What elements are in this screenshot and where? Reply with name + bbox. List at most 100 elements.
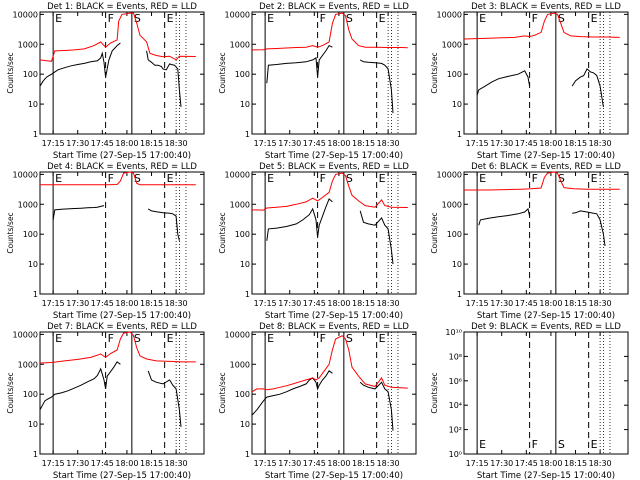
- x-tick-label: 17:30: [278, 139, 301, 148]
- x-tick-label: 18:00: [327, 459, 350, 468]
- x-axis-label: Start Time (27-Sep-15 17:00:40): [477, 471, 615, 480]
- x-tick-label: 18:30: [377, 299, 400, 308]
- x-tick-label: 18:30: [589, 459, 612, 468]
- x-tick-label: 17:15: [254, 139, 277, 148]
- y-tick-label: 1000: [230, 200, 250, 209]
- y-tick-label: 1000: [18, 200, 38, 209]
- y-axis-label: Counts/sec: [430, 212, 439, 253]
- marker-label: E: [167, 12, 174, 25]
- marker-label: E: [379, 332, 386, 345]
- marker-label: E: [591, 438, 598, 451]
- y-tick-label: 1000: [18, 360, 38, 369]
- y-tick-label: 100: [235, 230, 250, 239]
- marker-label: E: [55, 172, 62, 185]
- x-tick-label: 18:00: [539, 299, 562, 308]
- y-tick-label: 1000: [230, 360, 250, 369]
- lld-series-line: [251, 12, 408, 51]
- marker-label: E: [479, 438, 486, 451]
- events-series-line: [147, 208, 180, 241]
- x-tick-label: 17:30: [490, 299, 513, 308]
- y-tick-label: 10⁴: [449, 401, 462, 410]
- lld-series-line: [251, 335, 408, 393]
- y-tick-label: 100: [23, 230, 38, 239]
- marker-label: E: [267, 12, 274, 25]
- events-series-line: [266, 198, 333, 241]
- x-tick-label: 17:45: [303, 459, 326, 468]
- x-tick-label: 17:15: [466, 459, 489, 468]
- marker-label: S: [558, 172, 565, 185]
- y-tick-label: 10000: [225, 10, 250, 19]
- x-axis-label: Start Time (27-Sep-15 17:00:40): [53, 311, 191, 321]
- marker-label: S: [346, 332, 353, 345]
- y-tick-label: 10: [28, 100, 38, 109]
- x-tick-label: 17:45: [303, 299, 326, 308]
- y-tick-label: 10: [240, 100, 250, 109]
- x-tick-label: 17:45: [515, 299, 538, 308]
- x-axis-label: Start Time (27-Sep-15 17:00:40): [265, 151, 403, 161]
- y-axis-label: Counts/sec: [218, 52, 227, 93]
- panel-title: Det 2: BLACK = Events, RED = LLD: [259, 2, 409, 12]
- y-axis-label: Counts/sec: [6, 372, 15, 413]
- marker-label: E: [479, 172, 486, 185]
- x-tick-label: 18:15: [564, 139, 587, 148]
- x-tick-label: 18:15: [140, 299, 163, 308]
- y-tick-label: 10: [240, 260, 250, 269]
- x-tick-label: 18:15: [140, 139, 163, 148]
- plot-frame: [39, 171, 205, 295]
- x-tick-label: 17:45: [515, 459, 538, 468]
- y-tick-label: 10²: [449, 426, 462, 435]
- events-series-line: [251, 370, 333, 416]
- events-series-line: [146, 50, 182, 108]
- y-axis-label: Counts/sec: [6, 52, 15, 93]
- panel-title: Det 9: BLACK = Events, RED = LLD: [471, 322, 621, 332]
- marker-label: F: [320, 12, 326, 25]
- y-tick-label: 1: [33, 450, 38, 459]
- x-axis-label: Start Time (27-Sep-15 17:00:40): [53, 471, 191, 480]
- marker-label: F: [108, 172, 114, 185]
- x-tick-label: 17:30: [66, 139, 89, 148]
- x-tick-label: 17:45: [515, 139, 538, 148]
- x-axis-label: Start Time (27-Sep-15 17:00:40): [53, 151, 191, 161]
- marker-label: E: [267, 172, 274, 185]
- plot-frame: [463, 11, 629, 135]
- y-tick-label: 100: [235, 70, 250, 79]
- x-tick-label: 18:15: [352, 299, 375, 308]
- x-axis-label: Start Time (27-Sep-15 17:00:40): [477, 151, 615, 161]
- lld-series-line: [464, 171, 620, 191]
- panel-title: Det 3: BLACK = Events, RED = LLD: [471, 2, 621, 12]
- x-tick-label: 17:45: [91, 299, 114, 308]
- y-tick-label: 10¹⁰: [445, 328, 462, 337]
- marker-label: S: [558, 12, 565, 25]
- events-series-line: [572, 210, 606, 247]
- plot-frame: [39, 331, 205, 455]
- marker-label: S: [346, 172, 353, 185]
- plot-frame: [251, 11, 417, 135]
- y-tick-label: 1: [457, 290, 462, 299]
- y-tick-label: 1000: [442, 40, 462, 49]
- panel-title: Det 5: BLACK = Events, RED = LLD: [259, 162, 409, 172]
- y-tick-label: 10000: [225, 170, 250, 179]
- marker-label: F: [532, 12, 538, 25]
- y-tick-label: 10000: [13, 10, 38, 19]
- x-tick-label: 17:45: [91, 139, 114, 148]
- x-axis-label: Start Time (27-Sep-15 17:00:40): [477, 311, 615, 321]
- x-axis-label: Start Time (27-Sep-15 17:00:40): [265, 471, 403, 480]
- x-tick-label: 17:15: [42, 459, 65, 468]
- plot-frame: [39, 11, 205, 135]
- x-tick-label: 18:00: [327, 139, 350, 148]
- y-tick-label: 1000: [230, 40, 250, 49]
- x-tick-label: 17:30: [490, 459, 513, 468]
- y-tick-label: 10: [452, 100, 462, 109]
- y-tick-label: 1: [245, 130, 250, 139]
- x-tick-label: 17:15: [466, 299, 489, 308]
- y-tick-label: 10000: [437, 170, 462, 179]
- x-tick-label: 17:30: [66, 299, 89, 308]
- lld-series-line: [39, 331, 196, 364]
- panel-title: Det 6: BLACK = Events, RED = LLD: [471, 162, 621, 172]
- y-tick-label: 1: [245, 450, 250, 459]
